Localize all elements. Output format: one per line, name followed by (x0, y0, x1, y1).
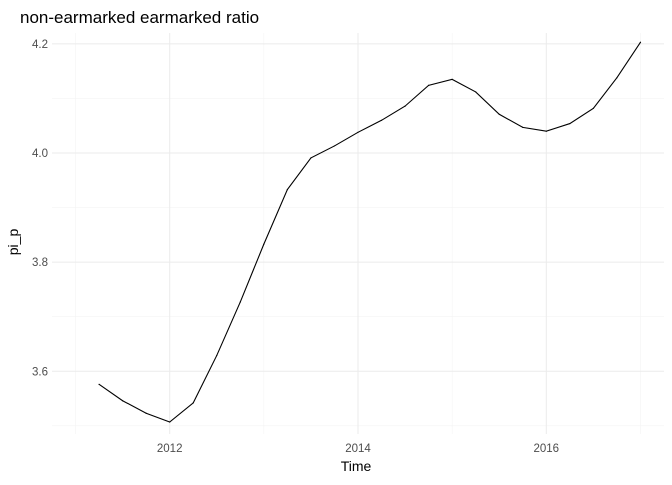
data-point (404, 105, 406, 107)
y-axis-ticks: 3.6 3.8 4.0 4.2 (32, 39, 48, 378)
data-point (357, 131, 359, 133)
x-axis-title: Time (341, 458, 372, 474)
data-point (145, 412, 147, 414)
y-tick-label: 3.6 (32, 366, 48, 378)
data-point (239, 301, 241, 303)
chart-title: non-earmarked earmarked ratio (20, 8, 259, 27)
data-point (498, 113, 500, 115)
data-point (592, 107, 594, 109)
data-point (169, 421, 171, 423)
data-point (98, 383, 100, 385)
plot-data (98, 41, 642, 423)
y-tick-label: 4.2 (32, 39, 48, 51)
data-point (380, 119, 383, 121)
y-tick-label: 3.8 (32, 257, 48, 269)
data-point (333, 145, 336, 147)
x-axis-ticks: 2012 2014 2016 (157, 443, 559, 455)
data-point (216, 354, 218, 357)
data-point (569, 122, 571, 125)
gridlines (52, 33, 664, 434)
y-tick-label: 4.0 (32, 148, 48, 160)
data-point (639, 41, 642, 43)
data-point (263, 243, 265, 245)
data-point (616, 77, 618, 79)
data-point (522, 126, 524, 128)
data-point (286, 188, 288, 191)
data-point (475, 91, 477, 93)
x-tick-label: 2012 (157, 443, 183, 455)
data-point (122, 400, 124, 402)
data-point (310, 157, 312, 159)
series-line (98, 41, 641, 423)
data-point (428, 84, 430, 86)
data-point (545, 130, 547, 132)
y-axis-title: pi_p (5, 229, 21, 256)
data-point (451, 78, 453, 80)
x-tick-label: 2014 (345, 443, 371, 455)
x-tick-label: 2016 (534, 443, 560, 455)
data-point (192, 402, 194, 404)
